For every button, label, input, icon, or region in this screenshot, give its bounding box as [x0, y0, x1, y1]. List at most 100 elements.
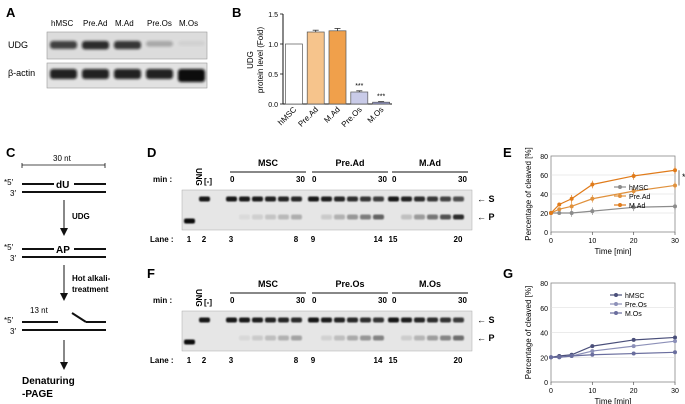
- b-bar-Pre.Ad: [306, 31, 325, 105]
- gel-band-p: [401, 335, 412, 341]
- b-xtick-label: M.Ad: [322, 105, 342, 125]
- gel-group-MSC: MSC: [258, 279, 279, 289]
- legend-label-Pre.Ad: Pre.Ad: [629, 194, 651, 201]
- gel-band-s: [252, 317, 263, 323]
- b-bar-hMSC: [285, 43, 303, 105]
- gel-band-s: [291, 196, 302, 202]
- c-5prime-3: *5′: [4, 316, 14, 325]
- gel-band-s: [278, 317, 289, 323]
- c-hot2: treatment: [72, 285, 109, 294]
- panel-f-letter: F: [147, 266, 155, 281]
- gel-band-s: [265, 196, 276, 202]
- b-ylabel: protein level (Fold): [256, 27, 265, 94]
- legend-marker: [618, 185, 622, 189]
- gel-lane-label: Lane :: [150, 356, 174, 365]
- gel-band-p: [440, 214, 451, 220]
- gel-band-p: [184, 339, 195, 345]
- panel-a-bands: [50, 41, 205, 82]
- gel-band-s: [347, 196, 358, 202]
- gel-lane-number: 3: [229, 356, 234, 365]
- point-Pre.Os: [673, 339, 677, 344]
- xtick-label: 30: [671, 388, 679, 395]
- gel-band-s: [401, 317, 412, 323]
- gel-band-p: [360, 335, 371, 341]
- c-du: dU: [56, 180, 69, 191]
- gel-t30: 30: [458, 296, 467, 305]
- gel-band-p: [252, 214, 263, 220]
- gel-band-p: [373, 335, 384, 341]
- gel-band-s: [308, 317, 319, 323]
- ytick-label: 60: [540, 173, 548, 180]
- gel-band-p: [291, 335, 302, 341]
- gel-band-s: [321, 196, 332, 202]
- b-ytick-label: 0.5: [268, 72, 278, 79]
- gel-band-s: [414, 317, 425, 323]
- gel-t0: 0: [230, 175, 235, 184]
- point-M.Ad: [557, 202, 562, 207]
- legend-label-M.Os: M.Os: [625, 311, 642, 318]
- gel-band-p: [347, 214, 358, 220]
- c-3prime-1: 3′: [10, 189, 16, 198]
- gel-band-s: [308, 196, 319, 202]
- panel-b-letter: B: [232, 5, 241, 20]
- b-ytick-label: 0.0: [268, 102, 278, 109]
- gel-neg-label: [-]: [204, 298, 212, 307]
- chart-e: 0 20 40 60 80 0 10 20 30 Time [min] Percentage of …: [524, 147, 685, 256]
- gel-band-s: [199, 196, 210, 202]
- xtick-label: 10: [588, 388, 596, 395]
- gel-t0: 0: [230, 296, 235, 305]
- gel-background: [181, 310, 473, 352]
- point-hMSC: [590, 344, 595, 349]
- c-den2: -PAGE: [22, 389, 53, 400]
- gel-lane-number: 9: [311, 356, 316, 365]
- gel-lane-number: 9: [311, 235, 316, 244]
- actin-band: [50, 69, 77, 79]
- udg-band: [82, 41, 109, 50]
- b-sig-preos: ***: [355, 83, 363, 90]
- c-ap: AP: [56, 245, 70, 256]
- c-5prime-1: *5′: [4, 178, 14, 187]
- point-M.Os: [549, 355, 553, 360]
- point-M.Os: [557, 355, 562, 360]
- udg-band: [50, 41, 77, 49]
- gel-p-label: ← P: [477, 333, 495, 343]
- gel-t0: 0: [312, 296, 317, 305]
- actin-band: [146, 69, 173, 79]
- legend-marker: [618, 203, 622, 207]
- gel-lane-number: 14: [374, 235, 383, 244]
- legend-label-hMSC: hMSC: [629, 185, 648, 192]
- gel-t30: 30: [296, 296, 305, 305]
- gel-ung-label: UNG: [194, 168, 203, 186]
- gel-p-label: ← P: [477, 212, 495, 222]
- b-bar-M.Ad: [328, 30, 347, 105]
- y-axis-label: Percentage of cleaved [%]: [524, 286, 533, 379]
- gel-group-Pre.Ad: Pre.Ad: [335, 158, 364, 168]
- gel-band-s: [373, 196, 384, 202]
- gel-band-p: [453, 335, 464, 341]
- panel-c-letter: C: [6, 145, 16, 160]
- panel-a-lane-M.Os: M.Os: [179, 19, 198, 28]
- gel-t30: 30: [378, 296, 387, 305]
- point-M.Os: [569, 354, 574, 359]
- point-hMSC: [557, 211, 562, 215]
- gel-band-s: [453, 317, 464, 323]
- gel-band-p: [334, 214, 345, 220]
- gel-band-s: [291, 317, 302, 323]
- b-xtick-label: Pre.Os: [340, 105, 364, 129]
- panel-a-lane-Pre.Ad: Pre.Ad: [83, 19, 107, 28]
- b-ylabel: UDG: [246, 51, 255, 69]
- udg-band: [114, 41, 141, 50]
- xtick-label: 20: [630, 388, 638, 395]
- c-hot1: Hot alkali-: [72, 274, 111, 283]
- ytick-label: 60: [540, 306, 548, 313]
- c-3prime-2: 3′: [10, 254, 16, 263]
- gel-band-p: [321, 335, 332, 341]
- ytick-label: 40: [540, 192, 548, 199]
- gel-lane-number: 15: [389, 235, 398, 244]
- gel-min-label: min :: [153, 296, 172, 305]
- b-bar-M.Os: [372, 101, 390, 105]
- panel-a-row-actin: β-actin: [8, 68, 35, 78]
- gel-band-p: [360, 214, 371, 220]
- gel-lane-number: 2: [202, 356, 207, 365]
